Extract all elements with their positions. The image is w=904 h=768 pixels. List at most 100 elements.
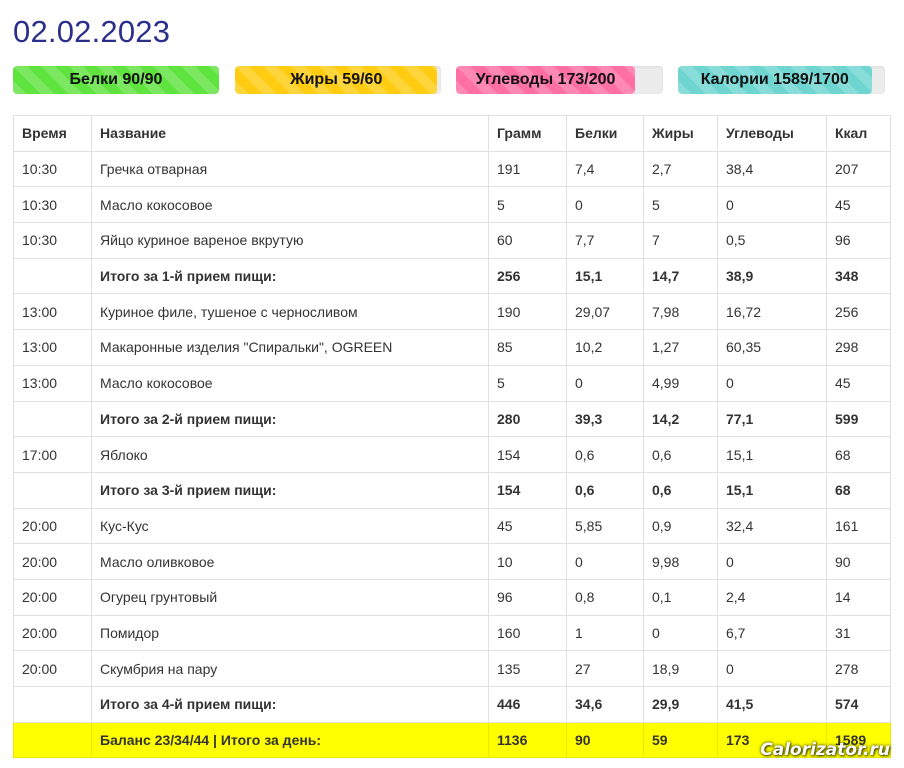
daily-balance-row: Баланс 23/34/44 | Итого за день: 1136 90 59… — [13, 721, 891, 759]
cell-fat: 14,2 — [643, 400, 718, 438]
cell-fat: 7,98 — [643, 293, 718, 331]
cell-carbs: 0 — [717, 543, 827, 580]
cell-time — [13, 471, 92, 509]
cell-name: Скумбрия на пару — [91, 650, 489, 687]
header-carbs: Углеводы — [717, 115, 827, 152]
cell-fat: 2,7 — [643, 150, 718, 188]
cell-grams: 191 — [488, 150, 567, 188]
cell-kcal: 31 — [826, 614, 891, 652]
cell-protein: 0,6 — [566, 436, 644, 473]
cell-grams: 280 — [488, 400, 567, 438]
cell-fat: 9,98 — [643, 543, 718, 580]
food-diary-table: Время Название Грамм Белки Жиры Углеводы… — [13, 115, 891, 759]
cell-name: Итого за 3-й прием пищи: — [91, 471, 489, 509]
cell-kcal: 207 — [826, 150, 891, 188]
cell-fat: 7 — [643, 222, 718, 259]
cell-protein: 0 — [566, 186, 644, 224]
table-row: 13:00 Макаронные изделия "Спиральки", OGR… — [13, 329, 891, 366]
header-protein: Белки — [566, 115, 644, 152]
cell-carbs: 32,4 — [717, 507, 827, 545]
table-row: 17:00 Яблоко 154 0,6 0,6 15,1 68 — [13, 436, 891, 473]
protein-progress-fill — [13, 66, 219, 94]
cell-carbs: 0 — [717, 650, 827, 687]
cell-fat: 5 — [643, 186, 718, 224]
cell-time: 20:00 — [13, 650, 92, 687]
table-header-row: Время Название Грамм Белки Жиры Углеводы… — [13, 115, 891, 152]
carbs-progress-bar: Углеводы 173/200 — [456, 66, 663, 94]
cell-carbs: 77,1 — [717, 400, 827, 438]
fat-progress-label: Жиры 59/60 — [290, 71, 383, 88]
cell-kcal: 90 — [826, 543, 891, 580]
cell-grams: 5 — [488, 186, 567, 224]
cell-fat: 14,7 — [643, 257, 718, 295]
table-row: 10:30 Гречка отварная 191 7,4 2,7 38,4 207 — [13, 150, 891, 188]
cell-time: 20:00 — [13, 614, 92, 652]
cell-kcal: 1589 — [826, 721, 891, 759]
cell-time: 20:00 — [13, 507, 92, 545]
cell-protein: 90 — [566, 721, 644, 759]
cell-grams: 85 — [488, 329, 567, 366]
cell-name: Помидор — [91, 614, 489, 652]
cell-grams: 154 — [488, 471, 567, 509]
cell-name: Кус-Кус — [91, 507, 489, 545]
cell-carbs: 16,72 — [717, 293, 827, 331]
protein-progress-bar: Белки 90/90 — [13, 66, 219, 94]
table-row: 10:30 Яйцо куриное вареное вкрутую 60 7,7 7 0… — [13, 222, 891, 259]
cell-kcal: 348 — [826, 257, 891, 295]
calories-progress-fill — [678, 66, 872, 94]
cell-carbs: 15,1 — [717, 471, 827, 509]
cell-grams: 190 — [488, 293, 567, 331]
cell-protein: 0,8 — [566, 578, 644, 616]
cell-grams: 256 — [488, 257, 567, 295]
cell-fat: 1,27 — [643, 329, 718, 366]
cell-carbs: 2,4 — [717, 578, 827, 616]
cell-time: 10:30 — [13, 222, 92, 259]
cell-carbs: 38,4 — [717, 150, 827, 188]
cell-fat: 0,9 — [643, 507, 718, 545]
watermark-logo: Calorizator.ru — [760, 740, 890, 760]
cell-protein: 5,85 — [566, 507, 644, 545]
cell-time: 20:00 — [13, 543, 92, 580]
cell-kcal: 278 — [826, 650, 891, 687]
cell-time: 10:30 — [13, 150, 92, 188]
cell-carbs: 15,1 — [717, 436, 827, 473]
cell-grams: 45 — [488, 507, 567, 545]
header-fat: Жиры — [643, 115, 718, 152]
table-row: 20:00 Масло оливковое 10 0 9,98 0 90 — [13, 543, 891, 580]
cell-grams: 1136 — [488, 721, 567, 759]
cell-grams: 135 — [488, 650, 567, 687]
cell-fat: 59 — [643, 721, 718, 759]
cell-kcal: 256 — [826, 293, 891, 331]
cell-time — [13, 257, 92, 295]
cell-kcal: 574 — [826, 686, 891, 723]
cell-carbs: 0,5 — [717, 222, 827, 259]
cell-fat: 18,9 — [643, 650, 718, 687]
cell-kcal: 161 — [826, 507, 891, 545]
fat-progress-bar: Жиры 59/60 — [235, 66, 441, 94]
cell-protein: 29,07 — [566, 293, 644, 331]
cell-time: 13:00 — [13, 364, 92, 402]
cell-name: Баланс 23/34/44 | Итого за день: — [91, 721, 489, 759]
cell-kcal: 68 — [826, 471, 891, 509]
cell-name: Огурец грунтовый — [91, 578, 489, 616]
cell-fat: 0 — [643, 614, 718, 652]
calories-progress-bar: Калории 1589/1700 — [678, 66, 885, 94]
cell-time — [13, 721, 92, 759]
cell-name: Итого за 2-й прием пищи: — [91, 400, 489, 438]
cell-kcal: 45 — [826, 186, 891, 224]
cell-kcal: 68 — [826, 436, 891, 473]
cell-fat: 4,99 — [643, 364, 718, 402]
table-row: 13:00 Масло кокосовое 5 0 4,99 0 45 — [13, 364, 891, 402]
cell-grams: 60 — [488, 222, 567, 259]
cell-name: Масло оливковое — [91, 543, 489, 580]
cell-carbs: 0 — [717, 364, 827, 402]
table-row: 20:00 Скумбрия на пару 135 27 18,9 0 278 — [13, 650, 891, 687]
cell-time: 10:30 — [13, 186, 92, 224]
cell-protein: 15,1 — [566, 257, 644, 295]
carbs-progress-fill — [456, 66, 636, 94]
header-kcal: Ккал — [826, 115, 891, 152]
cell-carbs: 60,35 — [717, 329, 827, 366]
cell-fat: 0,1 — [643, 578, 718, 616]
cell-name: Масло кокосовое — [91, 364, 489, 402]
cell-kcal: 14 — [826, 578, 891, 616]
